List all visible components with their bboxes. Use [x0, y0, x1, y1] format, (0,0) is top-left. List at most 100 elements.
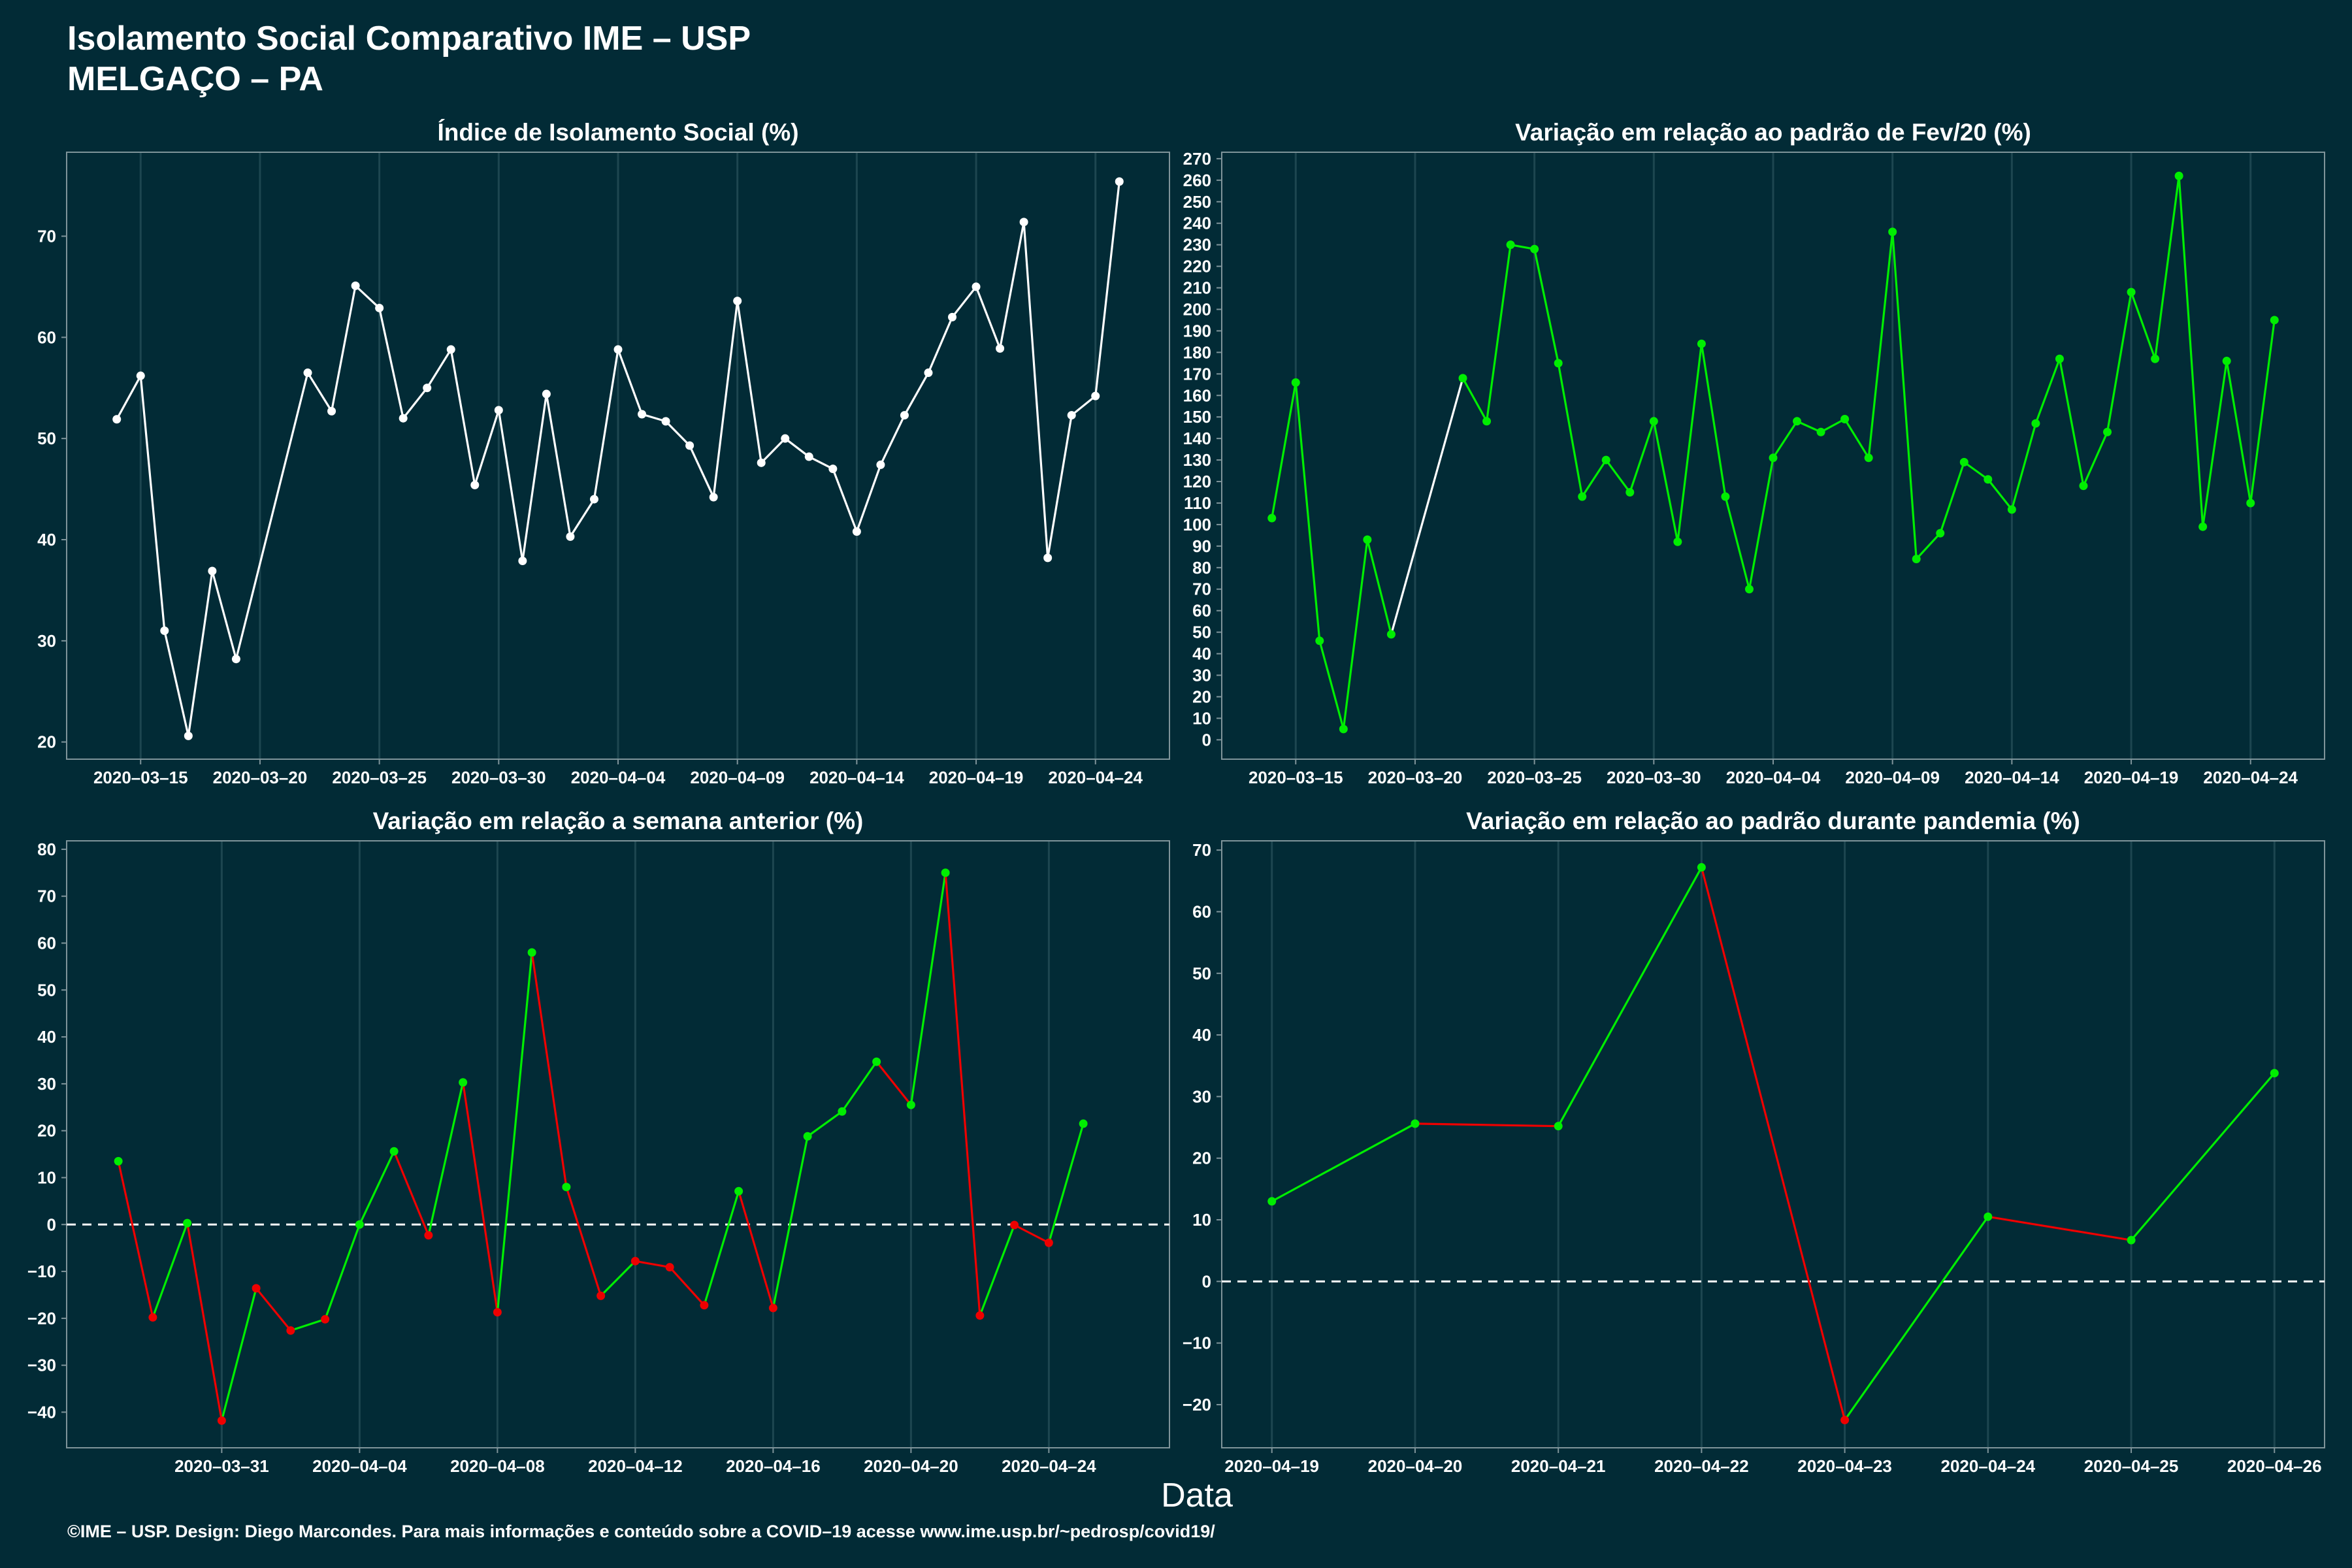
series-line-segment	[1915, 532, 1942, 561]
series-line-segment	[1629, 420, 1655, 494]
series-line-segment	[2106, 291, 2132, 433]
series-line-segment	[1676, 342, 1703, 543]
series-line-segment	[1987, 1215, 2132, 1241]
series-line-segment	[1318, 640, 1345, 730]
x-tick-label: 2020–04–24	[1941, 1456, 2036, 1476]
x-tick-label: 2020–04–19	[929, 768, 1024, 787]
x-tick-label: 2020–04–26	[2227, 1456, 2322, 1476]
series-line-segment	[2249, 319, 2276, 504]
data-point	[527, 948, 536, 957]
y-tick-label: −30	[27, 1356, 56, 1375]
y-tick-label: 40	[1192, 644, 1211, 664]
data-point	[924, 368, 933, 378]
y-tick-label: 50	[1192, 623, 1211, 642]
series-line-segment	[1271, 1122, 1416, 1203]
x-tick-label: 2020–04–20	[864, 1456, 958, 1476]
main-subtitle: MELGAÇO – PA	[67, 60, 323, 98]
data-point	[1339, 725, 1348, 734]
x-tick-label: 2020–04–16	[726, 1456, 821, 1476]
data-point	[1721, 492, 1730, 501]
series-line-segment	[1820, 417, 1846, 433]
chart-panel-3: Variação em relação a semana anterior (%…	[27, 808, 1170, 1476]
data-point	[996, 344, 1005, 353]
data-point	[1091, 391, 1100, 400]
data-point	[1769, 453, 1778, 463]
x-tick-label: 2020–04–19	[1224, 1456, 1319, 1476]
series-line-segment	[449, 348, 476, 487]
data-point	[900, 411, 909, 420]
x-tick-label: 2020–03–30	[1607, 768, 1701, 787]
data-point	[327, 406, 336, 416]
series-line-segment	[139, 374, 166, 632]
chart-panel-4: Variação em relação ao padrão durante pa…	[1183, 808, 2325, 1476]
data-point	[1386, 630, 1396, 639]
series-line-segment	[903, 371, 930, 417]
series-line-segment	[393, 1150, 430, 1237]
series-line-segment	[354, 284, 381, 310]
data-point	[1079, 1119, 1088, 1128]
y-tick-label: 0	[1202, 730, 1211, 749]
x-tick-label: 2020–03–20	[213, 768, 308, 787]
series-line-segment	[1366, 538, 1393, 636]
y-tick-label: 80	[1192, 558, 1211, 578]
data-point	[1840, 414, 1850, 423]
series-line-segment	[841, 1060, 878, 1113]
data-point	[148, 1313, 157, 1322]
series-line-segment	[1939, 461, 1965, 534]
x-tick-label: 2020–04–22	[1654, 1456, 1749, 1476]
series-line-segment	[1891, 231, 1918, 561]
chart-panel-2: Variação em relação ao padrão de Fev/20 …	[1183, 119, 2325, 787]
x-axis-label: Data	[1161, 1477, 1233, 1514]
series-line-segment	[2034, 357, 2061, 425]
data-point	[1267, 514, 1277, 523]
x-tick-label: 2020–04–23	[1797, 1456, 1892, 1476]
y-tick-label: 140	[1183, 429, 1211, 448]
data-point	[1554, 359, 1563, 368]
data-point	[1115, 177, 1124, 186]
series-line-segment	[2010, 422, 2037, 511]
y-tick-label: 160	[1183, 385, 1211, 405]
x-tick-label: 2020–04–04	[312, 1456, 407, 1476]
y-tick-label: 50	[37, 429, 56, 448]
x-tick-label: 2020–04–12	[588, 1456, 683, 1476]
series-line-segment	[378, 306, 404, 419]
x-tick-label: 2020–04–19	[2084, 768, 2179, 787]
data-point	[1649, 417, 1658, 426]
data-point	[1315, 636, 1324, 645]
series-line-segment	[1772, 420, 1799, 459]
data-point	[1267, 1197, 1277, 1206]
series-line-segment	[462, 1081, 498, 1314]
data-point	[1482, 417, 1492, 426]
panel-title: Variação em relação ao padrão de Fev/20 …	[1515, 119, 2031, 146]
data-point	[112, 415, 122, 424]
data-point	[700, 1301, 709, 1310]
data-point	[876, 460, 885, 469]
y-tick-label: 20	[37, 732, 56, 752]
y-tick-label: 30	[37, 631, 56, 651]
series-line-segment	[1022, 221, 1049, 559]
panel-title: Variação em relação a semana anterior (%…	[373, 808, 864, 834]
data-point	[1043, 553, 1053, 563]
series-line-segment	[1844, 417, 1870, 459]
series-line-segment	[358, 1150, 395, 1226]
series-line-segment	[1844, 1215, 1989, 1422]
data-point	[399, 414, 408, 423]
data-point	[446, 345, 455, 354]
data-point	[1411, 1119, 1420, 1128]
panel-title: Variação em relação ao padrão durante pa…	[1466, 808, 2080, 834]
data-point	[2270, 316, 2279, 325]
x-tick-label: 2020–03–15	[1249, 768, 1343, 787]
x-tick-label: 2020–03–25	[1487, 768, 1582, 787]
series-line-segment	[875, 1060, 912, 1106]
y-tick-label: 40	[1192, 1025, 1211, 1045]
series-line-segment	[402, 387, 429, 419]
data-point	[1864, 453, 1873, 463]
series-line-segment	[255, 1287, 292, 1332]
data-point	[872, 1057, 881, 1066]
series-line-segment	[1047, 1122, 1085, 1244]
data-point	[709, 493, 718, 502]
data-point	[781, 434, 790, 443]
data-point	[493, 1308, 502, 1317]
data-point	[768, 1303, 777, 1313]
